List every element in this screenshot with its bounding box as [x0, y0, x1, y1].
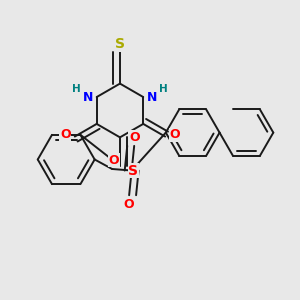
- Text: H: H: [72, 84, 80, 94]
- Text: N: N: [147, 91, 157, 103]
- Text: S: S: [115, 37, 125, 51]
- Text: N: N: [82, 91, 93, 103]
- Text: O: O: [129, 130, 140, 143]
- Text: O: O: [169, 128, 180, 142]
- Text: H: H: [159, 84, 168, 94]
- Text: O: O: [108, 154, 119, 166]
- Text: O: O: [124, 198, 134, 211]
- Text: S: S: [128, 164, 138, 178]
- Text: O: O: [60, 128, 70, 142]
